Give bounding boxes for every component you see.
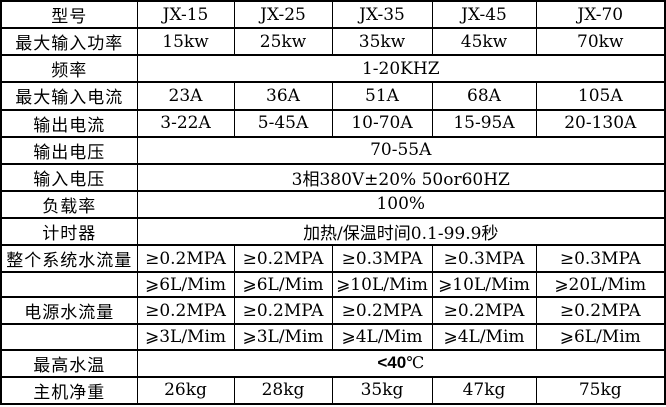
spec-value-cell: 25kw	[233, 27, 333, 57]
spec-value-cell: 15-95A	[431, 108, 537, 138]
spec-value-cell: ≥0.2MPA	[331, 296, 433, 326]
spec-merged-value-cell: 100%	[136, 189, 666, 220]
spec-table-row: 频率 1-20KHZ	[0, 54, 666, 84]
spec-value-cell: 47kg	[431, 375, 537, 406]
spec-value-cell: ≥0.2MPA	[136, 296, 235, 326]
model-name-cell: JX-25	[233, 0, 333, 30]
spec-value-cell: ≥0.3MPA	[535, 244, 666, 274]
max-temp-value: <40	[377, 353, 407, 373]
spec-value-cell: ⩾6L/Mim	[233, 271, 333, 299]
spec-value-cell: ≥0.2MPA	[233, 296, 333, 326]
spec-merged-value-cell: <40℃	[136, 348, 666, 378]
spec-value-cell: ⩾4L/Mim	[331, 323, 433, 351]
model-name-cell: JX-45	[431, 0, 537, 30]
spec-table-row: 输入电压 3相380V±20% 50or60HZ	[0, 162, 666, 192]
spec-table-row: ⩾3L/Mim ⩾3L/Mim ⩾4L/Mim ⩾4L/Mim ⩾6L/Mim	[0, 323, 666, 351]
spec-value-cell: ⩾10L/Mim	[331, 271, 433, 299]
spec-value-cell: ⩾3L/Mim	[233, 323, 333, 351]
spec-row-label: 最高水温	[0, 348, 138, 378]
spec-row-label: 频率	[0, 54, 138, 84]
spec-merged-value-cell: 3相380V±20% 50or60HZ	[136, 162, 666, 192]
spec-value-cell: 10-70A	[331, 108, 433, 138]
spec-table-row: 电源水流量 ≥0.2MPA ≥0.2MPA ≥0.2MPA ≥0.2MPA ≥0.2MPA	[0, 296, 666, 326]
spec-table-row: 最大输入功率 15kw 25kw 35kw 45kw 70kw	[0, 27, 666, 57]
spec-value-cell: 20-130A	[535, 108, 666, 138]
spec-row-label: 最大输入功率	[0, 27, 138, 57]
spec-value-cell: ≥0.3MPA	[431, 244, 537, 274]
spec-table-row: 负载率 100%	[0, 189, 666, 220]
spec-row-label: 整个系统水流量	[0, 244, 138, 274]
spec-value-cell: 36A	[233, 81, 333, 111]
spec-value-cell: ⩾6L/Mim	[535, 323, 666, 351]
spec-value-cell: ⩾6L/Mim	[136, 271, 235, 299]
spec-value-cell: ≥0.2MPA	[431, 296, 537, 326]
spec-table-row: 输出电压 70-55A	[0, 135, 666, 165]
spec-value-cell: 75kg	[535, 375, 666, 406]
model-name-cell: JX-35	[331, 0, 433, 30]
spec-value-cell: 68A	[431, 81, 537, 111]
spec-value-cell: ⩾20L/Mim	[535, 271, 666, 299]
spec-value-cell: 26kg	[136, 375, 235, 406]
spec-row-label: 型号	[0, 0, 138, 30]
spec-row-label: 主机净重	[0, 375, 138, 406]
spec-value-cell: ≥0.2MPA	[535, 296, 666, 326]
spec-row-label: 输出电压	[0, 135, 138, 165]
spec-value-cell: ≥0.2MPA	[136, 244, 235, 274]
spec-value-cell: 15kw	[136, 27, 235, 57]
spec-row-label	[0, 323, 138, 351]
spec-value-cell: 5-45A	[233, 108, 333, 138]
spec-table-row: 计时器 加热/保温时间0.1-99.9秒	[0, 216, 666, 247]
spec-row-label: 输出电流	[0, 108, 138, 138]
model-name-cell: JX-15	[136, 0, 235, 30]
spec-value-cell: ⩾10L/Mim	[431, 271, 537, 299]
spec-value-cell: ⩾4L/Mim	[431, 323, 537, 351]
spec-row-label: 电源水流量	[0, 296, 138, 326]
spec-value-cell: 45kw	[431, 27, 537, 57]
spec-merged-value-cell: 70-55A	[136, 135, 666, 165]
spec-value-cell: ≥0.2MPA	[233, 244, 333, 274]
spec-table-row: ⩾6L/Mim ⩾6L/Mim ⩾10L/Mim ⩾10L/Mim ⩾20L/Mim	[0, 271, 666, 299]
spec-row-label: 负载率	[0, 189, 138, 220]
spec-row-label	[0, 271, 138, 299]
spec-value-cell: 35kw	[331, 27, 433, 57]
max-temp-unit: ℃	[406, 353, 425, 373]
model-name-cell: JX-70	[535, 0, 666, 30]
spec-table-row: 型号 JX-15 JX-25 JX-35 JX-45 JX-70	[0, 0, 666, 30]
spec-merged-value-cell: 1-20KHZ	[136, 54, 666, 84]
spec-table-row: 主机净重 26kg 28kg 35kg 47kg 75kg	[0, 375, 666, 406]
spec-row-label: 最大输入电流	[0, 81, 138, 111]
spec-table-row: 最高水温 <40℃	[0, 348, 666, 378]
spec-table-row: 输出电流 3-22A 5-45A 10-70A 15-95A 20-130A	[0, 108, 666, 138]
spec-value-cell: 3-22A	[136, 108, 235, 138]
spec-merged-value-cell: 加热/保温时间0.1-99.9秒	[136, 216, 666, 247]
spec-value-cell: ≥0.3MPA	[331, 244, 433, 274]
spec-value-cell: 105A	[535, 81, 666, 111]
spec-value-cell: 70kw	[535, 27, 666, 57]
spec-table-row: 整个系统水流量 ≥0.2MPA ≥0.2MPA ≥0.3MPA ≥0.3MPA ≥0.3M…	[0, 244, 666, 274]
spec-value-cell: ⩾3L/Mim	[136, 323, 235, 351]
spec-row-label: 输入电压	[0, 162, 138, 192]
spec-value-cell: 23A	[136, 81, 235, 111]
spec-value-cell: 35kg	[331, 375, 433, 406]
spec-value-cell: 28kg	[233, 375, 333, 406]
spec-table-row: 最大输入电流 23A 36A 51A 68A 105A	[0, 81, 666, 111]
spec-row-label: 计时器	[0, 216, 138, 247]
spec-value-cell: 51A	[331, 81, 433, 111]
